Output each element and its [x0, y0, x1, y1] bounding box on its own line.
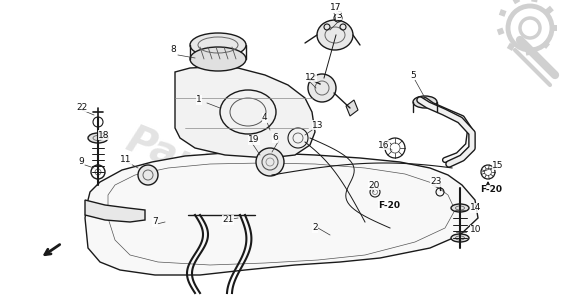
Text: 6: 6 [272, 134, 278, 142]
Bar [507, 43, 515, 51]
Ellipse shape [190, 33, 246, 57]
Text: 1: 1 [196, 95, 201, 105]
Text: F-20: F-20 [378, 201, 400, 209]
Text: 22: 22 [76, 103, 87, 111]
Text: 5: 5 [410, 71, 416, 80]
Bar [497, 28, 504, 35]
Ellipse shape [190, 47, 246, 71]
Bar [545, 6, 554, 14]
Text: F-20: F-20 [480, 185, 502, 195]
Polygon shape [346, 100, 358, 116]
Bar [512, 0, 520, 4]
Circle shape [308, 74, 336, 102]
Text: 7: 7 [152, 218, 157, 226]
Text: 15: 15 [492, 161, 504, 170]
Text: 20: 20 [368, 181, 379, 190]
Text: 4: 4 [262, 114, 267, 122]
Circle shape [138, 165, 158, 185]
Text: 21: 21 [222, 215, 233, 224]
Text: 10: 10 [470, 226, 482, 235]
Bar [499, 9, 507, 17]
Circle shape [256, 148, 284, 176]
Ellipse shape [451, 234, 469, 242]
Text: 16: 16 [378, 140, 390, 150]
Ellipse shape [88, 133, 108, 143]
Bar [541, 41, 550, 49]
Ellipse shape [317, 20, 353, 50]
Ellipse shape [413, 96, 437, 108]
Text: 19: 19 [248, 136, 259, 145]
Text: Partspublik: Partspublik [120, 120, 366, 249]
Text: 13: 13 [312, 120, 324, 130]
Text: 11: 11 [120, 156, 131, 164]
Text: 17: 17 [330, 4, 342, 13]
Bar [551, 25, 557, 31]
Text: 23: 23 [430, 178, 441, 187]
Bar [525, 49, 532, 56]
Text: 9: 9 [78, 158, 84, 167]
Text: 2: 2 [312, 224, 318, 232]
Ellipse shape [451, 204, 469, 212]
Polygon shape [85, 200, 145, 222]
Text: 14: 14 [470, 204, 481, 212]
Polygon shape [85, 153, 478, 275]
Text: 3: 3 [336, 10, 342, 19]
Text: 12: 12 [305, 72, 316, 81]
Text: 8: 8 [170, 46, 176, 55]
Polygon shape [175, 67, 315, 158]
Bar [531, 0, 538, 2]
Text: 18: 18 [98, 131, 109, 139]
